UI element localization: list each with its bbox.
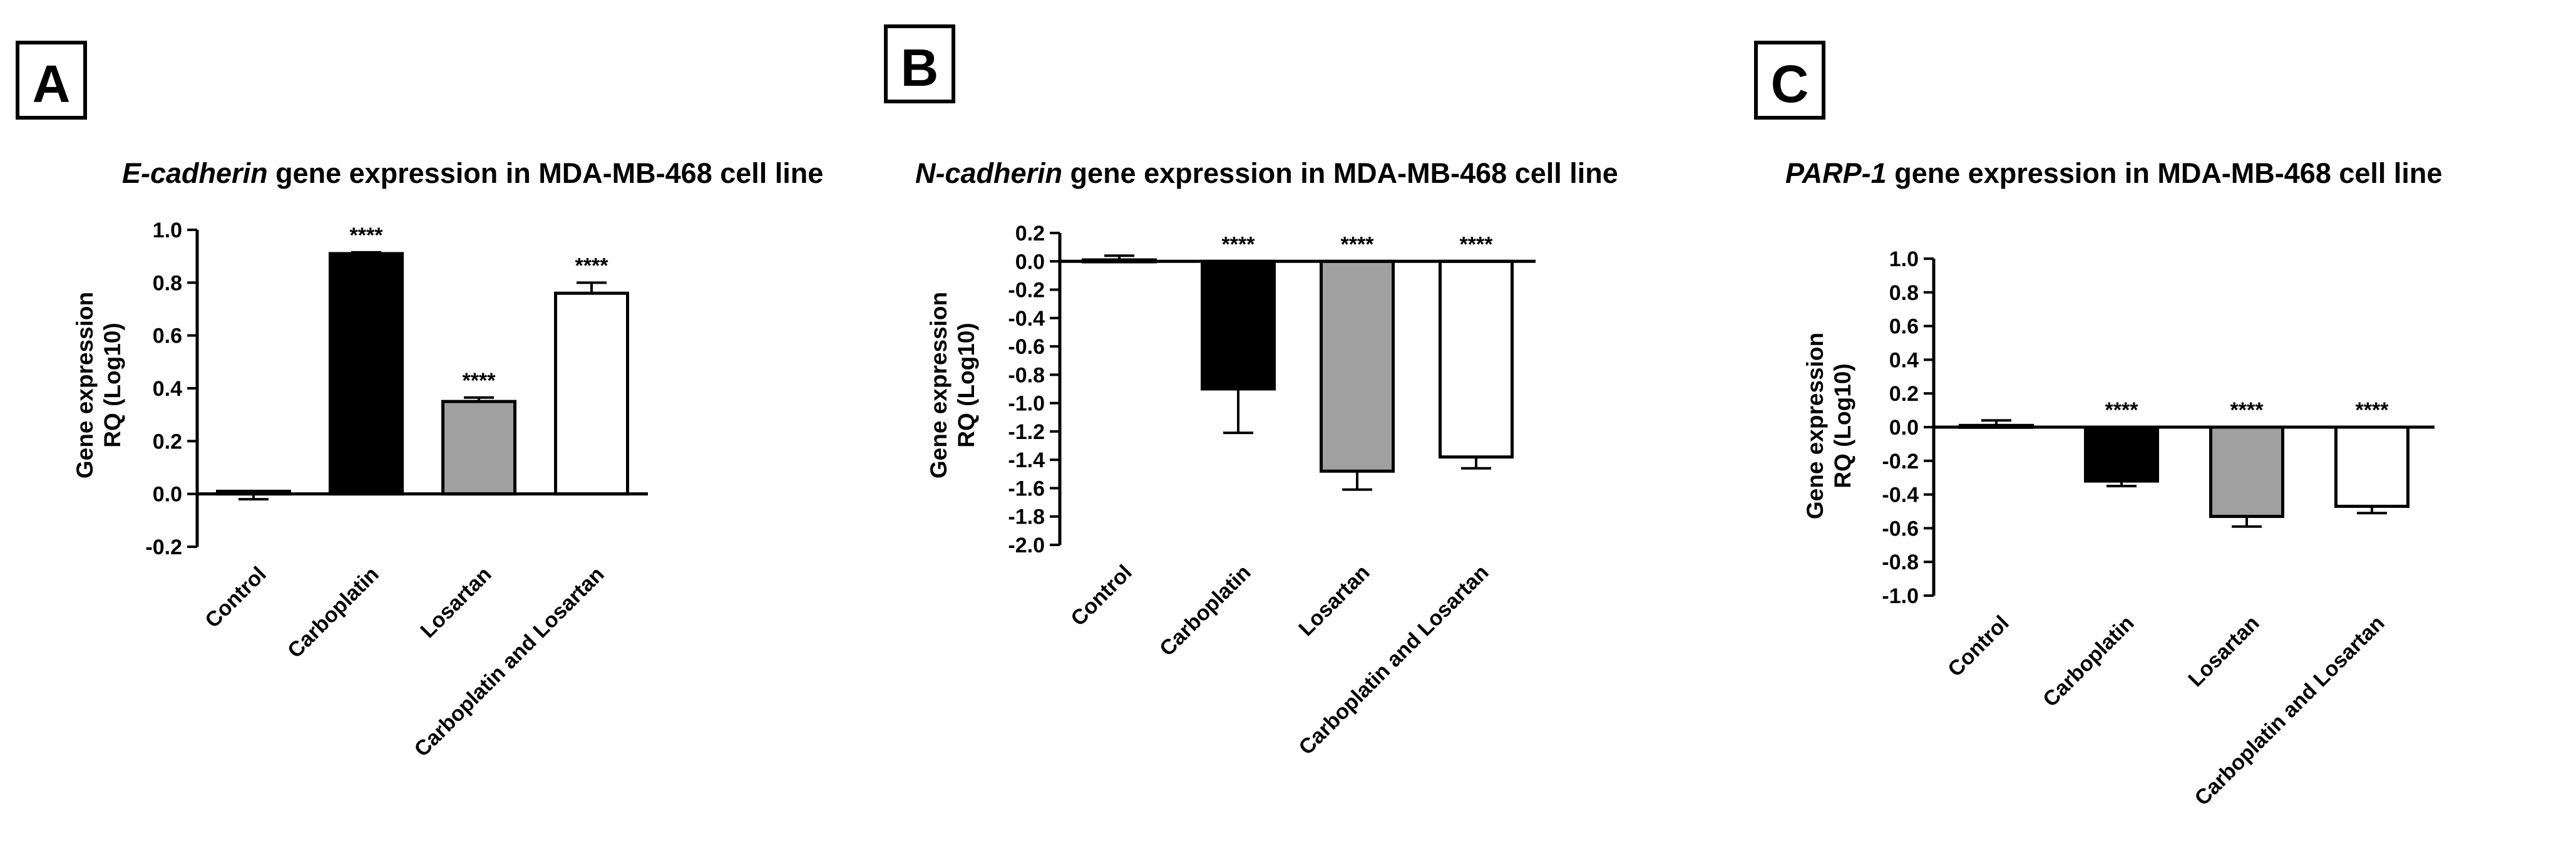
panel-a-y-tick-label: 0.8 — [153, 271, 182, 295]
panel-b-y-tick-label: -0.2 — [1008, 279, 1045, 302]
panel-b-y-tick-label: -1.0 — [1008, 392, 1045, 416]
panel-a-title: E-cadherin gene expression in MDA-MB-468… — [122, 157, 823, 189]
panel-c-y-tick-label: 0.2 — [1889, 382, 1919, 406]
panel-b-y-tick-label: -0.8 — [1008, 363, 1045, 387]
panel-a-bar — [329, 252, 404, 496]
panel-b-bar — [1201, 259, 1276, 391]
panel-a-letter-box — [16, 41, 87, 120]
panel-b-bar — [1439, 259, 1514, 459]
panel-b-y-tick-label: -0.6 — [1008, 335, 1045, 359]
panel-b-y-tick-label: -1.4 — [1008, 448, 1045, 472]
panel-b-significance-label: **** — [1460, 232, 1494, 256]
panel-c-letter: C — [1771, 54, 1809, 113]
panel-c-significance-label: **** — [2230, 398, 2264, 422]
panel-a-y-tick-label: 0.6 — [153, 324, 182, 348]
panel-c-y-tick-label: -0.6 — [1882, 517, 1919, 540]
panel-a-ylabel-line1: Gene expression — [72, 292, 98, 478]
panel-a-bar — [441, 400, 516, 496]
panel-c-y-tick-label: 0.0 — [1889, 416, 1919, 440]
panel-a-y-tick-label: -0.2 — [145, 535, 182, 559]
panel-a-significance-label: **** — [575, 254, 609, 277]
panel-a-y-tick-label: 0.2 — [153, 430, 182, 453]
panel-b-y-tick-label: -0.4 — [1008, 307, 1045, 331]
panel-b-y-tick-label: -2.0 — [1008, 534, 1045, 557]
panel-c-significance-label: **** — [2356, 398, 2389, 422]
panel-a-significance-label: **** — [350, 224, 384, 247]
panel-b-y-tick-label: -1.6 — [1008, 477, 1045, 500]
panel-b-y-tick-label: -1.8 — [1008, 505, 1045, 529]
panel-b-title-gene: N-cadherin — [915, 157, 1062, 189]
panel-b-significance-label: **** — [1222, 232, 1256, 256]
panel-c-y-tick-label: 0.6 — [1889, 315, 1919, 339]
panel-c-y-tick-label: 0.8 — [1889, 281, 1919, 305]
panel-a-significance-label: **** — [463, 369, 496, 393]
panel-b-title-rest: gene expression in MDA-MB-468 cell line — [1062, 157, 1618, 189]
panel-b-ylabel-line2: RQ (Log10) — [953, 323, 979, 447]
panel-c-title: PARP-1 gene expression in MDA-MB-468 cel… — [1785, 157, 2442, 189]
panel-b-ylabel-line1: Gene expression — [926, 292, 952, 478]
panel-c-y-tick-label: -0.8 — [1882, 551, 1919, 574]
panel-c-y-tick-label: -0.2 — [1882, 450, 1919, 473]
panel-c-y-tick-label: -0.4 — [1882, 483, 1919, 507]
panel-c-y-tick-label: -1.0 — [1882, 584, 1919, 608]
panel-b-significance-label: **** — [1341, 232, 1375, 256]
panel-a-ylabel-line2: RQ (Log10) — [100, 323, 125, 447]
panel-c-ylabel-line2: RQ (Log10) — [1830, 363, 1855, 488]
panel-b-y-tick-label: 0.0 — [1015, 250, 1045, 274]
panel-c-letter-box — [1754, 41, 1825, 120]
panel-c-bar — [2334, 425, 2409, 508]
panel-b-letter-box — [884, 24, 955, 103]
panel-a-y-tick-label: 0.4 — [153, 377, 182, 401]
panel-a-y-tick-label: 1.0 — [153, 219, 182, 242]
panel-c-significance-label: **** — [2105, 398, 2139, 422]
panel-b-y-tick-label: 0.2 — [1015, 222, 1045, 246]
panel-c-title-gene: PARP-1 — [1785, 157, 1887, 189]
panel-b-y-tick-label: -1.2 — [1008, 420, 1045, 444]
panel-a-letter: A — [33, 54, 71, 113]
panel-b-letter: B — [901, 38, 939, 97]
panel-a-y-tick-label: 0.0 — [153, 483, 182, 507]
panel-c-ylabel-line1: Gene expression — [1802, 333, 1828, 519]
panel-c-bar — [2084, 425, 2159, 483]
panel-a-bar — [554, 291, 629, 496]
panel-a-title-rest: gene expression in MDA-MB-468 cell line — [268, 157, 824, 189]
panel-a-title-gene: E-cadherin — [122, 157, 268, 189]
panel-b-bar — [1320, 259, 1395, 473]
panel-c-y-tick-label: 1.0 — [1889, 247, 1919, 271]
panel-c-title-rest: gene expression in MDA-MB-468 cell line — [1887, 157, 2443, 189]
panel-c-bar — [2209, 425, 2284, 519]
panel-b-title: N-cadherin gene expression in MDA-MB-468… — [915, 157, 1618, 189]
panel-c-y-tick-label: 0.4 — [1889, 348, 1919, 372]
